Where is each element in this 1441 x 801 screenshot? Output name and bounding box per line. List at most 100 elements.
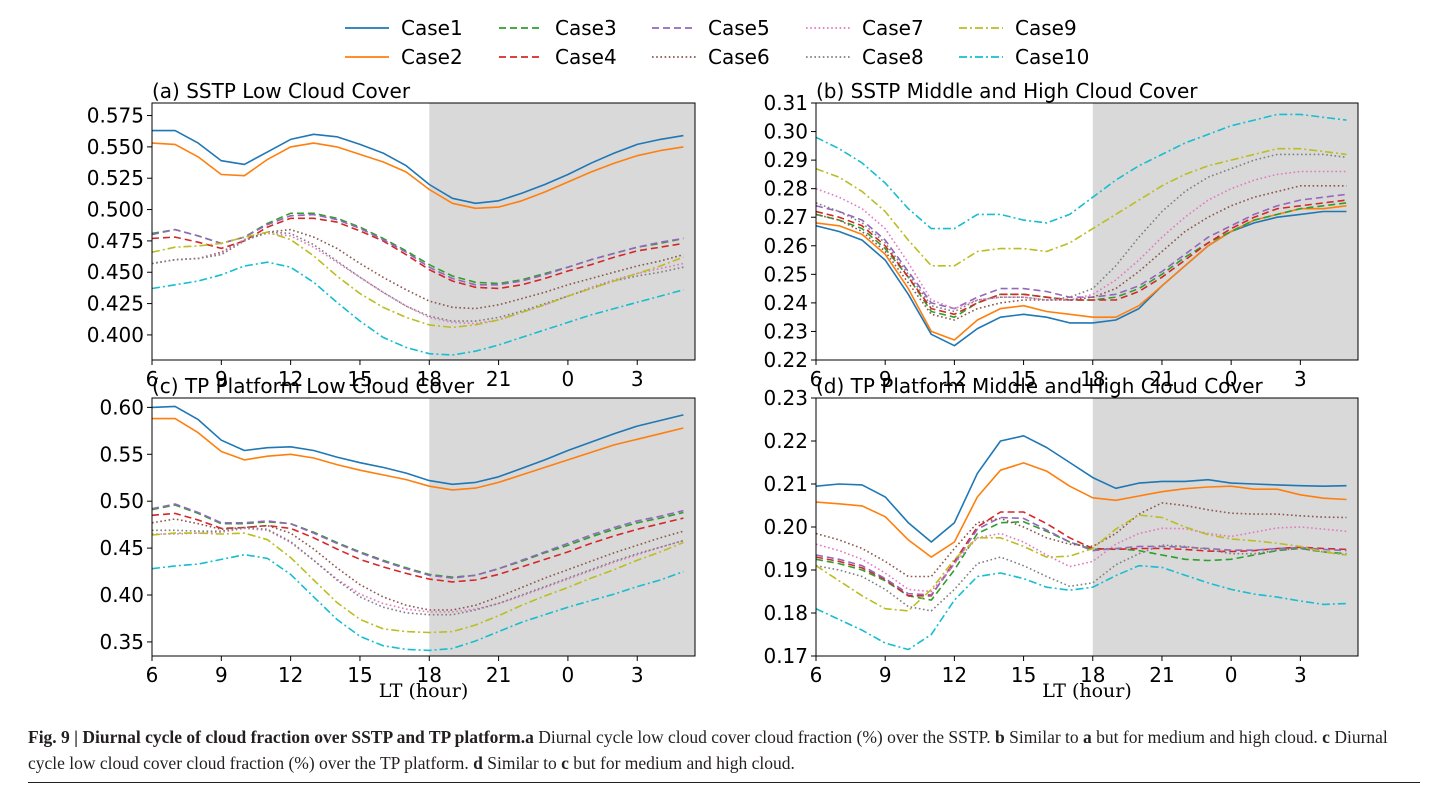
x-tick-label: 0 [1225, 367, 1238, 391]
x-tick-label: 6 [146, 663, 159, 687]
legend-item-case6: Case6 [652, 45, 770, 69]
series-line-case9 [152, 231, 684, 329]
x-tick-label: 12 [942, 367, 967, 391]
series-line-case2 [152, 417, 684, 491]
y-tick-label: 0.550 [87, 135, 144, 159]
x-tick-label: 18 [1080, 367, 1105, 391]
caption-rule [28, 782, 1420, 783]
x-tick-label: 21 [486, 367, 511, 391]
y-tick-label: 0.27 [763, 205, 808, 229]
axes-frame [151, 397, 696, 657]
series-line-case7 [816, 170, 1347, 310]
legend-item-case1: Case1 [345, 16, 463, 40]
night-shade [429, 103, 695, 360]
series-line-case6 [816, 185, 1347, 321]
legend-label: Case2 [401, 45, 463, 69]
caption-key-b: b [995, 727, 1005, 747]
legend-item-case10: Case10 [959, 45, 1089, 69]
legend-item-case4: Case4 [499, 45, 617, 69]
x-tick-label: 15 [347, 663, 372, 687]
legend-item-case3: Case3 [499, 16, 617, 40]
x-tick-label: 0 [562, 367, 575, 391]
x-tick-label: 0 [1225, 663, 1238, 687]
panel-title: (b) SSTP Middle and High Cloud Cover [816, 79, 1198, 103]
series-line-case9 [152, 532, 684, 634]
x-tick-label: 9 [879, 367, 892, 391]
y-tick-label: 0.60 [99, 395, 144, 419]
figure-caption: Fig. 9 | Diurnal cycle of cloud fraction… [28, 724, 1423, 776]
caption-label: Fig. 9 | Diurnal cycle of cloud fraction… [28, 727, 526, 747]
series-line-case10 [816, 113, 1347, 230]
legend-label: Case7 [862, 16, 924, 40]
y-tick-label: 0.35 [99, 630, 144, 654]
x-tick-label: 6 [810, 663, 823, 687]
y-tick-label: 0.18 [763, 601, 808, 625]
series-line-case7 [152, 527, 684, 613]
series-line-case5 [152, 503, 684, 579]
panel-b-sstp-mid-high: 6 9 12 15 18 21 0 3 0.22 0.23 0.24 0.25 0.26 0.27 0.28… [763, 79, 1359, 391]
series-line-case3 [152, 504, 684, 579]
x-tick-label: 21 [486, 663, 511, 687]
legend-item-case8: Case8 [806, 45, 924, 69]
y-tick-label: 0.24 [763, 291, 808, 315]
x-tick-label: 18 [1080, 663, 1105, 687]
y-tick-label: 0.45 [99, 536, 144, 560]
legend-label: Case5 [708, 16, 770, 40]
y-tick-label: 0.26 [763, 234, 808, 258]
y-tick-label: 0.20 [763, 515, 808, 539]
caption-key-c: c [1322, 727, 1330, 747]
x-tick-label: 6 [146, 367, 159, 391]
series-line-case10 [152, 553, 684, 652]
y-tick-label: 0.29 [763, 148, 808, 172]
x-tick-label: 15 [347, 367, 372, 391]
caption-text-b: Similar to [1004, 727, 1084, 747]
y-tick-label: 0.21 [763, 472, 808, 496]
legend-item-case7: Case7 [806, 16, 924, 40]
legend-label: Case1 [401, 16, 463, 40]
x-tick-label: 6 [810, 367, 823, 391]
x-tick-label: 15 [1011, 663, 1036, 687]
panel-title: (a) SSTP Low Cloud Cover [152, 79, 411, 103]
series-group [816, 113, 1347, 347]
night-shade [1092, 398, 1358, 656]
x-axis-label: LT (hour) [379, 680, 469, 702]
x-tick-label: 3 [1294, 663, 1307, 687]
y-tick-label: 0.40 [99, 583, 144, 607]
y-tick-label: 0.50 [99, 489, 144, 513]
x-tick-label: 3 [1294, 367, 1307, 391]
series-line-case2 [152, 142, 684, 210]
series-line-case1 [152, 405, 684, 486]
x-tick-label: 9 [215, 663, 228, 687]
y-tick-label: 0.19 [763, 558, 808, 582]
panel-title: (d) TP Platform Middle and High Cloud Co… [816, 374, 1264, 398]
x-tick-label: 18 [417, 367, 442, 391]
series-line-case8 [152, 526, 684, 616]
x-tick-label: 15 [1011, 367, 1036, 391]
y-tick-label: 0.525 [87, 166, 144, 190]
series-line-case6 [152, 518, 684, 611]
y-tick-label: 0.575 [87, 104, 144, 128]
y-tick-label: 0.23 [763, 386, 808, 410]
caption-ref-b: a [1083, 727, 1092, 747]
panel-d-tp-mid-high: 6 9 12 15 18 21 0 3 0.17 0.18 0.19 0.20 0.21 0.22 0.23… [763, 374, 1359, 702]
night-shade [429, 398, 695, 656]
series-line-case4 [816, 199, 1347, 316]
legend-label: Case6 [708, 45, 770, 69]
y-tick-label: 0.450 [87, 260, 144, 284]
x-tick-label: 18 [417, 663, 442, 687]
legend-item-case9: Case9 [959, 16, 1077, 40]
series-line-case10 [816, 564, 1347, 651]
y-tick-label: 0.400 [87, 323, 144, 347]
caption-key-d: d [473, 753, 483, 773]
y-tick-label: 0.23 [763, 319, 808, 343]
series-group [816, 434, 1347, 651]
y-tick-label: 0.22 [763, 429, 808, 453]
panel-title: (c) TP Platform Low Cloud Cover [152, 374, 475, 398]
y-tick-label: 0.28 [763, 177, 808, 201]
caption-text-d2: but for medium and high cloud. [568, 753, 795, 773]
x-tick-label: 3 [631, 367, 644, 391]
y-tick-label: 0.475 [87, 229, 144, 253]
x-axis-label: LT (hour) [1042, 680, 1132, 702]
caption-text-a: Diurnal cycle low cloud cover cloud frac… [533, 727, 996, 747]
x-tick-label: 9 [879, 663, 892, 687]
